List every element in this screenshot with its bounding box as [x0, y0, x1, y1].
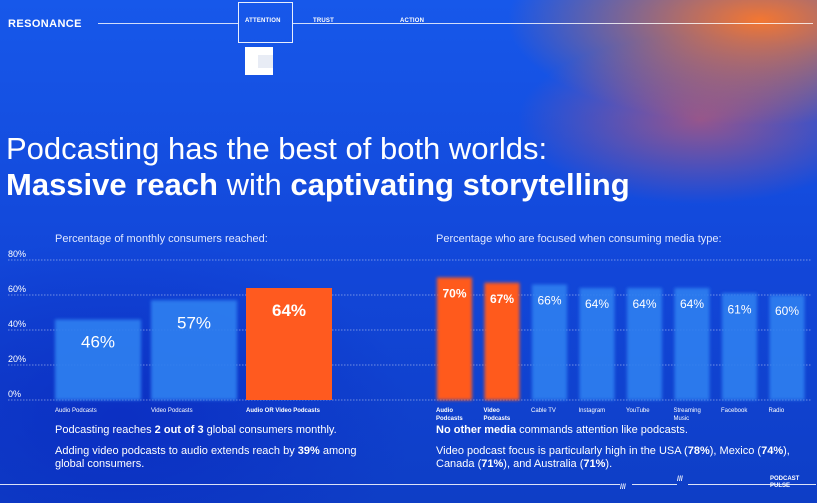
- x-category-label: Streaming: [674, 408, 701, 414]
- footer-slash-mark: ///: [620, 484, 626, 491]
- y-tick-label: 40%: [8, 319, 26, 329]
- footer-line: [0, 484, 620, 485]
- footer-line: [632, 484, 677, 485]
- bar-value-label: 60%: [775, 304, 799, 318]
- x-category-label: Facebook: [721, 408, 748, 414]
- bar: [627, 288, 662, 400]
- bar-value-label: 46%: [81, 333, 115, 352]
- bar-value-label: 57%: [177, 313, 211, 332]
- x-category-label: Audio: [436, 408, 453, 414]
- bar-value-label: 66%: [537, 294, 561, 308]
- footer-slash-mark: ///: [677, 476, 683, 483]
- x-category-label: Video: [484, 408, 501, 414]
- podcast-pulse-logo: PODCAST PULSE: [770, 476, 800, 489]
- x-category-label: Cable TV: [531, 408, 556, 414]
- bar-value-label: 64%: [632, 297, 656, 311]
- bar-value-label: 67%: [490, 292, 514, 306]
- y-tick-label: 0%: [8, 389, 21, 399]
- y-tick-label: 60%: [8, 284, 26, 294]
- y-tick-label: 80%: [8, 250, 26, 259]
- headline-bold-reach: Massive reach: [6, 167, 218, 202]
- x-category-label: Music: [674, 416, 690, 420]
- bar-value-label: 64%: [272, 301, 306, 320]
- x-category-label: Podcasts: [484, 416, 511, 420]
- bar: [674, 288, 710, 400]
- bar-value-label: 61%: [727, 302, 751, 316]
- bar: [532, 284, 567, 400]
- x-category-label: YouTube: [626, 408, 650, 414]
- bar-value-label: 70%: [442, 287, 466, 301]
- left-chart-subtitle: Percentage of monthly consumers reached:: [55, 233, 268, 245]
- bar: [484, 282, 520, 400]
- headline-bold-storytelling: captivating storytelling: [290, 167, 630, 202]
- nav-divider-right: [293, 23, 813, 24]
- x-category-label: Video Podcasts: [151, 408, 193, 414]
- bar-value-label: 64%: [680, 297, 704, 311]
- bar: [246, 288, 332, 400]
- bar: [437, 277, 472, 400]
- bar: [55, 319, 141, 400]
- note-country-focus: Video podcast focus is particularly high…: [436, 445, 790, 470]
- footer-line: [688, 484, 816, 485]
- y-tick-label: 20%: [8, 354, 26, 364]
- x-category-label: Audio Podcasts: [55, 408, 97, 414]
- headline-line2: Massive reach with captivating storytell…: [6, 167, 630, 203]
- note-reach: Podcasting reaches 2 out of 3 global con…: [55, 424, 337, 436]
- x-category-label: Audio OR Video Podcasts: [246, 408, 321, 414]
- x-category-label: Radio: [769, 408, 785, 414]
- bar: [722, 293, 757, 400]
- bar: [769, 295, 805, 400]
- x-category-label: Podcasts: [436, 416, 463, 420]
- x-category-label: Instagram: [579, 408, 606, 414]
- bar-charts: 0% 20% 40% 60% 80% 46% Audio Podcasts 57% Video …: [8, 250, 812, 420]
- tab-attention-frame[interactable]: [238, 2, 293, 43]
- tab-attention[interactable]: ATTENTION: [245, 18, 281, 24]
- bar: [579, 288, 615, 400]
- bar-value-label: 64%: [585, 297, 609, 311]
- bar: [151, 300, 237, 400]
- right-chart-subtitle: Percentage who are focused when consumin…: [436, 233, 722, 245]
- nav-divider-left: [98, 23, 238, 24]
- note-no-other-media: No other media commands attention like p…: [436, 424, 688, 436]
- indicator-square-inner: [258, 55, 273, 68]
- top-navigation: RESONANCE ATTENTION TRUST ACTION: [0, 0, 817, 50]
- tab-trust[interactable]: TRUST: [313, 18, 334, 24]
- headline-line1: Podcasting has the best of both worlds:: [6, 131, 548, 166]
- tab-action[interactable]: ACTION: [400, 18, 425, 24]
- brand-logo: RESONANCE: [8, 18, 82, 30]
- headline-with: with: [217, 167, 291, 202]
- note-extends-reach: Adding video podcasts to audio extends r…: [55, 445, 357, 470]
